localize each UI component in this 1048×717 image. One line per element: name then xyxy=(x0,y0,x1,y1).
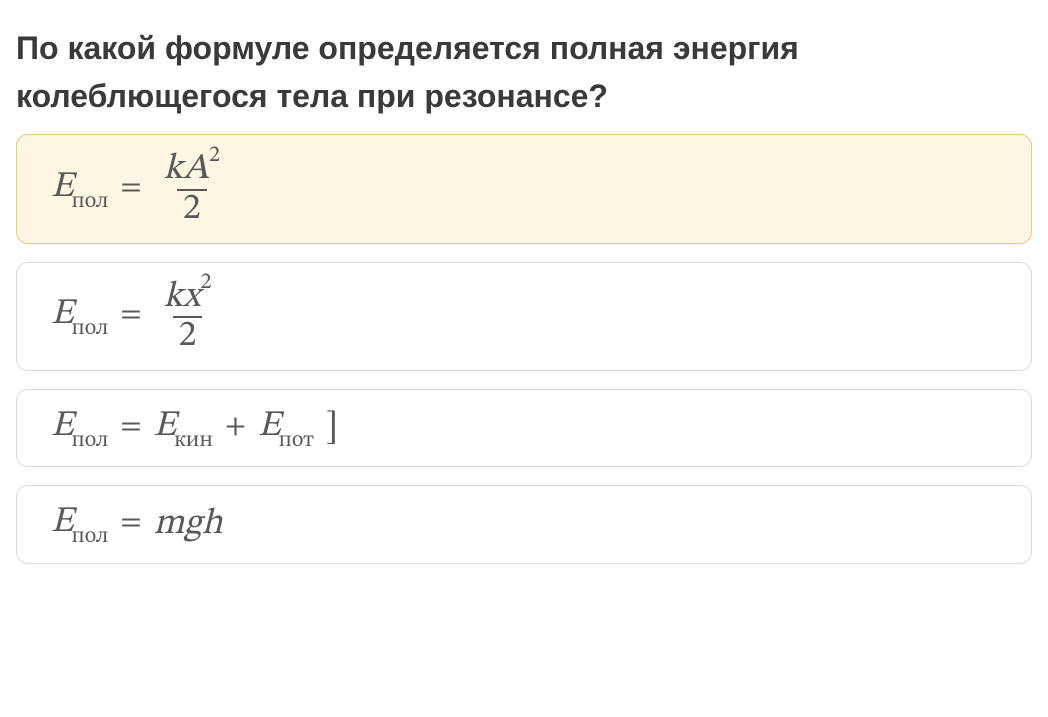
answer-option-2[interactable]: Eпол = kx2 2 xyxy=(16,262,1032,372)
answer-option-3[interactable]: Eпол = Eкин + Eпот ] xyxy=(16,389,1032,467)
answer-option-1[interactable]: Eпол = kA2 2 xyxy=(16,134,1032,244)
formula-kx2-over-2: Eпол = kx2 2 xyxy=(51,277,221,357)
answer-option-4[interactable]: Eпол = mgh xyxy=(16,485,1032,563)
formula-mgh: Eпол = mgh xyxy=(51,500,223,548)
formula-kA2-over-2: Eпол = kA2 2 xyxy=(51,149,230,229)
options-list: Eпол = kA2 2 Eпол = kx2 2 Eпол xyxy=(16,134,1032,564)
question-text: По какой формуле определяется полная эне… xyxy=(16,24,1032,120)
formula-kin-plus-pot: Eпол = Eкин + Eпот ] xyxy=(51,404,338,452)
